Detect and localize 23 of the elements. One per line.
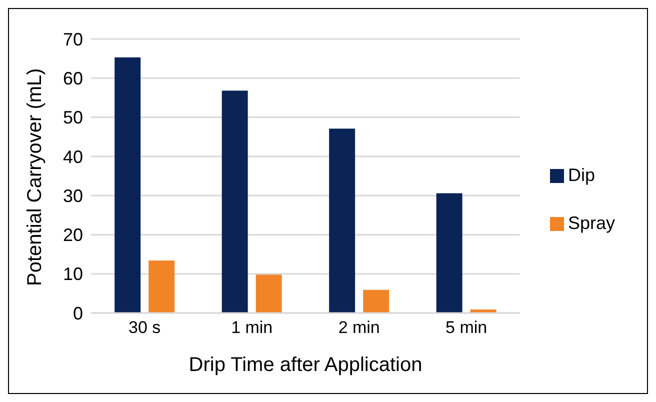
bar [363, 290, 390, 313]
legend-label: Dip [568, 165, 595, 185]
y-axis-title: Potential Carryover (mL) [24, 68, 46, 286]
y-tick-label: 20 [62, 225, 83, 246]
x-axis-title: Drip Time after Application [188, 354, 422, 376]
y-tick-label: 70 [62, 29, 83, 50]
bar [114, 57, 141, 313]
bar [148, 260, 175, 313]
bar [256, 274, 282, 313]
y-tick-label: 40 [62, 146, 83, 167]
y-tick-label: 60 [62, 68, 83, 89]
x-tick-label: 30 s [128, 318, 161, 338]
x-tick-label: 1 min [231, 318, 273, 338]
bar [329, 128, 356, 313]
y-tick-label: 10 [62, 264, 83, 284]
x-tick-label: 5 min [446, 318, 488, 338]
y-tick-label: 0 [72, 303, 83, 324]
bar [222, 90, 248, 313]
x-tick-label: 2 min [338, 318, 380, 338]
legend-label: Spray [568, 213, 615, 233]
y-tick-label: 50 [62, 108, 83, 128]
bar [436, 193, 462, 313]
y-tick-label: 30 [62, 186, 83, 206]
